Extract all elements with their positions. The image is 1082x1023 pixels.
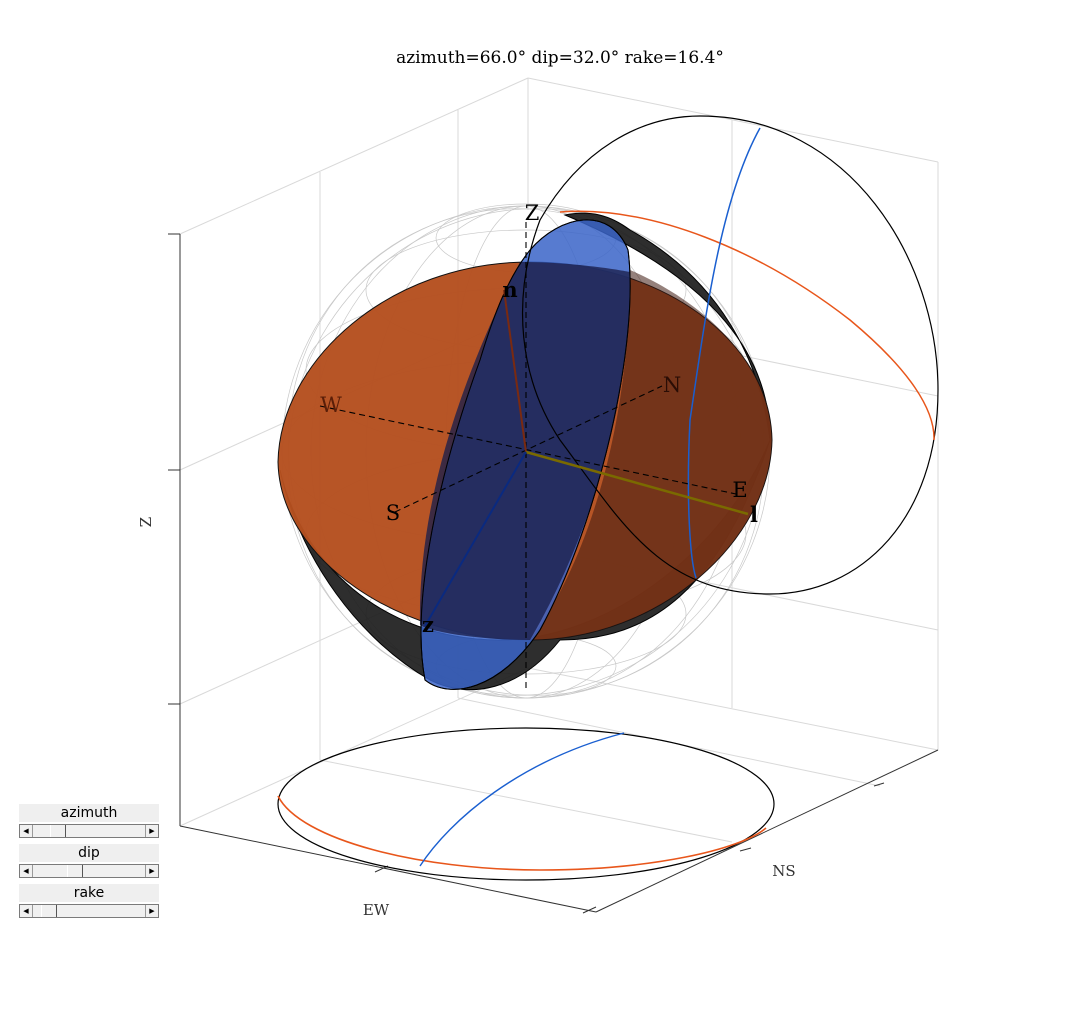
azimuth-slider[interactable]: ◀ ▶ xyxy=(19,824,159,838)
x-axis-label: EW xyxy=(363,901,390,919)
azimuth-label: azimuth xyxy=(19,804,159,822)
azimuth-slider-thumb[interactable] xyxy=(49,825,66,837)
rake-slider[interactable]: ◀ ▶ xyxy=(19,904,159,918)
zenith-label: Z xyxy=(525,201,540,225)
azimuth-decrease-arrow-icon[interactable]: ◀ xyxy=(20,825,33,837)
axis-lines xyxy=(168,233,939,914)
compass-axes xyxy=(319,222,737,690)
ns-projection-blue-arc xyxy=(687,127,761,579)
dip-slider[interactable]: ◀ ▶ xyxy=(19,864,159,878)
azimuth-increase-arrow-icon[interactable]: ▶ xyxy=(145,825,158,837)
east-label: E xyxy=(732,478,747,502)
z-vector-label: z xyxy=(422,612,434,637)
dip-slider-thumb[interactable] xyxy=(66,865,83,877)
floor-projection xyxy=(277,727,775,881)
ns-projection xyxy=(521,115,939,595)
west-label: W xyxy=(320,393,342,417)
south-label: S xyxy=(386,501,400,525)
y-axis-label: NS xyxy=(772,862,795,880)
north-label: N xyxy=(663,373,681,397)
rake-control: rake ◀ ▶ xyxy=(19,884,159,918)
slip-vector-label: l xyxy=(750,502,758,527)
slip-vector-line xyxy=(525,450,749,516)
dip-label: dip xyxy=(19,844,159,862)
normal-vector-line xyxy=(503,289,527,453)
rake-increase-arrow-icon[interactable]: ▶ xyxy=(145,905,158,917)
azimuth-control: azimuth ◀ ▶ xyxy=(19,804,159,838)
floor-projection-orange-arc xyxy=(277,795,767,871)
normal-vector-label: n xyxy=(502,277,517,302)
figure-title: azimuth=66.0° dip=32.0° rake=16.4° xyxy=(396,48,724,68)
upper-hemisphere-shade xyxy=(530,270,772,640)
floor-projection-circle xyxy=(277,727,775,881)
dip-control: dip ◀ ▶ xyxy=(19,844,159,878)
fault-plane-edge xyxy=(420,219,631,690)
z-axis-label: Z xyxy=(137,517,155,527)
dip-decrease-arrow-icon[interactable]: ◀ xyxy=(20,865,33,877)
ew-axis-dashed xyxy=(319,405,737,495)
rake-label: rake xyxy=(19,884,159,902)
z-vector-line xyxy=(424,451,527,627)
ns-projection-circle xyxy=(521,115,939,595)
floor-projection-blue-arc xyxy=(419,732,625,867)
vectors xyxy=(424,289,749,627)
dip-increase-arrow-icon[interactable]: ▶ xyxy=(145,865,158,877)
rake-decrease-arrow-icon[interactable]: ◀ xyxy=(20,905,33,917)
ns-projection-orange-arc xyxy=(559,210,935,441)
rake-slider-thumb[interactable] xyxy=(40,905,57,917)
